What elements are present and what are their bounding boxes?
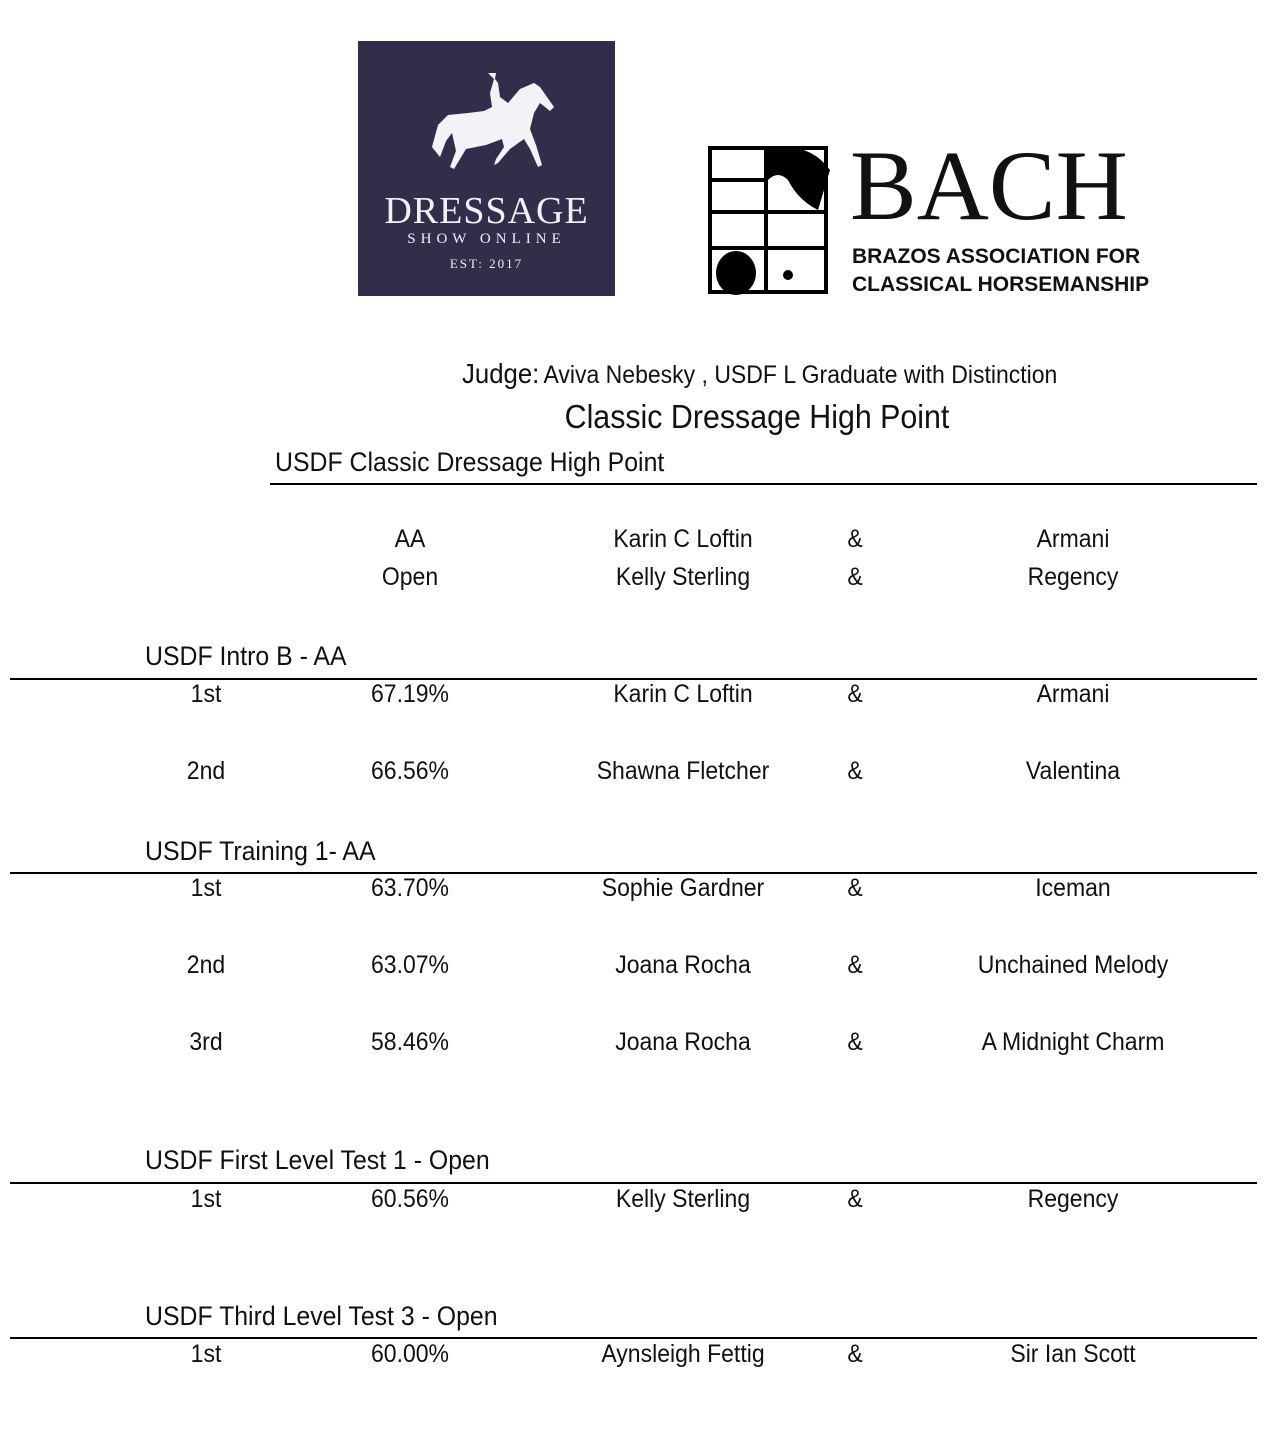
section-heading: USDF Classic Dressage High Point — [275, 447, 665, 477]
horse-name: Regency — [1027, 563, 1119, 591]
rider-name: Karin C Loftin — [613, 525, 753, 553]
horse-name: Unchained Melody — [977, 951, 1169, 979]
divider — [270, 483, 1257, 485]
placing: 3rd — [189, 1028, 223, 1056]
page-title: Classic Dressage High Point — [564, 398, 950, 435]
judge-label: Judge: — [462, 358, 540, 389]
placing: 1st — [190, 1185, 222, 1213]
division: Open — [381, 563, 439, 591]
score: 60.56% — [370, 1185, 450, 1213]
score: 63.07% — [370, 951, 450, 979]
rider-name: Joana Rocha — [615, 951, 751, 979]
horse-name: A Midnight Charm — [981, 1028, 1165, 1056]
horse-rider-icon — [432, 73, 554, 169]
class-heading: USDF Third Level Test 3 - Open — [145, 1301, 498, 1331]
logo-text: DRESSAGE — [384, 190, 589, 232]
logo-subtitle: CLASSICAL HORSEMANSHIP — [852, 273, 1150, 296]
ampersand: & — [847, 525, 863, 553]
horse-name: Regency — [1027, 1185, 1119, 1213]
judge-name: Aviva Nebesky , USDF L Graduate with Dis… — [543, 361, 1058, 389]
class-heading: USDF Intro B - AA — [145, 641, 347, 671]
score: 60.00% — [370, 1340, 450, 1368]
rider-name: Shawna Fletcher — [596, 757, 770, 785]
score: 66.56% — [370, 757, 450, 785]
class-heading: USDF Training 1- AA — [145, 836, 376, 866]
judge-line: Judge: Aviva Nebesky , USDF L Graduate w… — [462, 358, 1057, 390]
class-heading: USDF First Level Test 1 - Open — [145, 1145, 490, 1175]
ampersand: & — [847, 1340, 863, 1368]
divider — [10, 1337, 1257, 1339]
ampersand: & — [847, 563, 863, 591]
ampersand: & — [847, 1028, 863, 1056]
dressage-show-online-logo: DRESSAGE SHOW ONLINE EST: 2017 — [358, 41, 615, 296]
horse-name: Armani — [1036, 525, 1110, 553]
bach-logo: BACH BRAZOS ASSOCIATION FOR CLASSICAL HO… — [708, 136, 1173, 300]
divider — [10, 1182, 1257, 1184]
placing: 1st — [190, 874, 222, 902]
score: 63.70% — [370, 874, 450, 902]
logo-subtitle: BRAZOS ASSOCIATION FOR — [852, 245, 1141, 268]
rider-name: Joana Rocha — [615, 1028, 751, 1056]
rider-name: Sophie Gardner — [601, 874, 765, 902]
ampersand: & — [847, 951, 863, 979]
ampersand: & — [847, 874, 863, 902]
rider-name: Kelly Sterling — [615, 1185, 751, 1213]
logo-text: BACH — [850, 130, 1128, 241]
horse-name: Armani — [1036, 680, 1110, 708]
rider-name: Aynsleigh Fettig — [601, 1340, 765, 1368]
score: 58.46% — [370, 1028, 450, 1056]
bach-emblem-icon — [708, 146, 830, 295]
logo-subtitle: SHOW ONLINE — [407, 231, 566, 247]
horse-name: Sir Ian Scott — [1010, 1340, 1136, 1368]
ampersand: & — [847, 680, 863, 708]
logo-established: EST: 2017 — [449, 256, 524, 271]
horse-name: Valentina — [1025, 757, 1121, 785]
placing: 2nd — [186, 757, 226, 785]
ampersand: & — [847, 757, 863, 785]
horse-name: Iceman — [1035, 874, 1111, 902]
rider-name: Kelly Sterling — [615, 563, 751, 591]
placing: 1st — [190, 680, 222, 708]
placing: 2nd — [186, 951, 226, 979]
placing: 1st — [190, 1340, 222, 1368]
ampersand: & — [847, 1185, 863, 1213]
rider-name: Karin C Loftin — [613, 680, 753, 708]
divider — [10, 678, 1257, 680]
score: 67.19% — [370, 680, 450, 708]
division: AA — [394, 525, 426, 553]
divider — [10, 872, 1257, 874]
